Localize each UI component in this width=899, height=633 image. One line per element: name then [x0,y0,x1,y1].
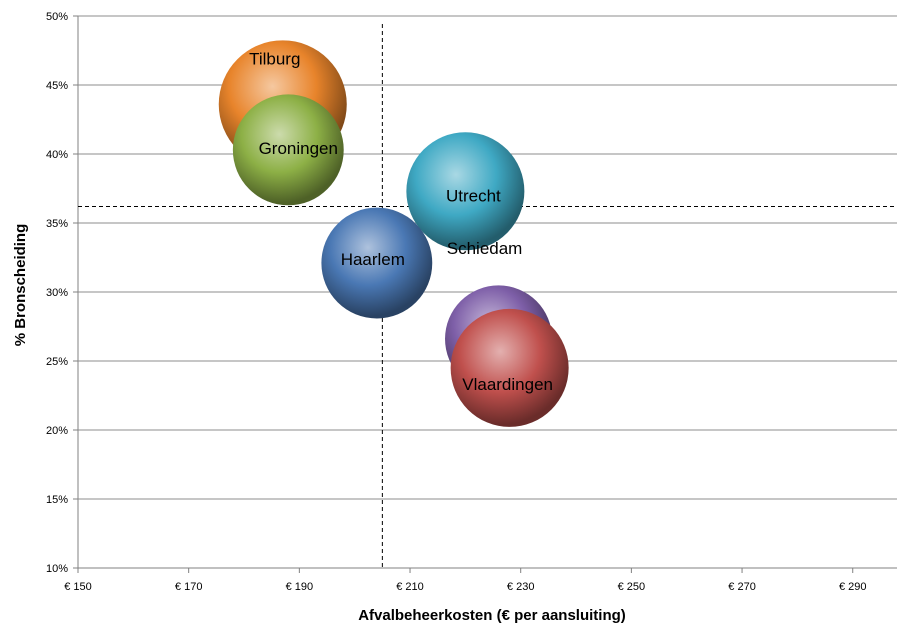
y-tick-label: 30% [46,287,68,299]
y-tick-label: 20% [46,425,68,437]
bubble-label-schiedam: Schiedam [447,239,523,258]
x-tick-label: € 210 [396,581,424,593]
bubble-label-tilburg: Tilburg [249,49,300,68]
bubble-vlaardingen [450,308,569,427]
x-tick-label: € 190 [286,581,314,593]
y-tick-label: 10% [46,563,68,575]
x-axis-title: Afvalbeheerkosten (€ per aansluiting) [358,607,626,624]
bubble-label-groningen: Groningen [259,139,338,158]
y-tick-label: 15% [46,494,68,506]
y-tick-label: 50% [46,11,68,23]
y-tick-label: 25% [46,356,68,368]
bubble-label-haarlem: Haarlem [341,250,405,269]
y-tick-label: 40% [46,149,68,161]
x-axis-ticks: € 150 € 170 € 190 € 210 € 230 € 250 € 270 € 290 [64,568,866,593]
bubbles: Tilburg Groningen Utrecht Haarlem Schiedam Vl… [218,40,569,427]
bubble-haarlem [321,207,433,319]
y-tick-label: 35% [46,218,68,230]
y-axis-title: % Bronscheiding [12,224,29,347]
x-tick-label: € 250 [618,581,646,593]
x-tick-label: € 270 [728,581,756,593]
bubble-label-vlaardingen: Vlaardingen [462,375,553,394]
bubble-label-utrecht: Utrecht [446,186,501,205]
y-tick-label: 45% [46,80,68,92]
x-tick-label: € 170 [175,581,203,593]
x-tick-label: € 150 [64,581,92,593]
bubble-utrecht [406,132,525,251]
bubble-groningen [232,94,344,206]
y-axis-ticks: 10% 15% 20% 25% 30% 35% 40% 45% 50% [46,11,78,575]
x-tick-label: € 230 [507,581,535,593]
x-tick-label: € 290 [839,581,867,593]
